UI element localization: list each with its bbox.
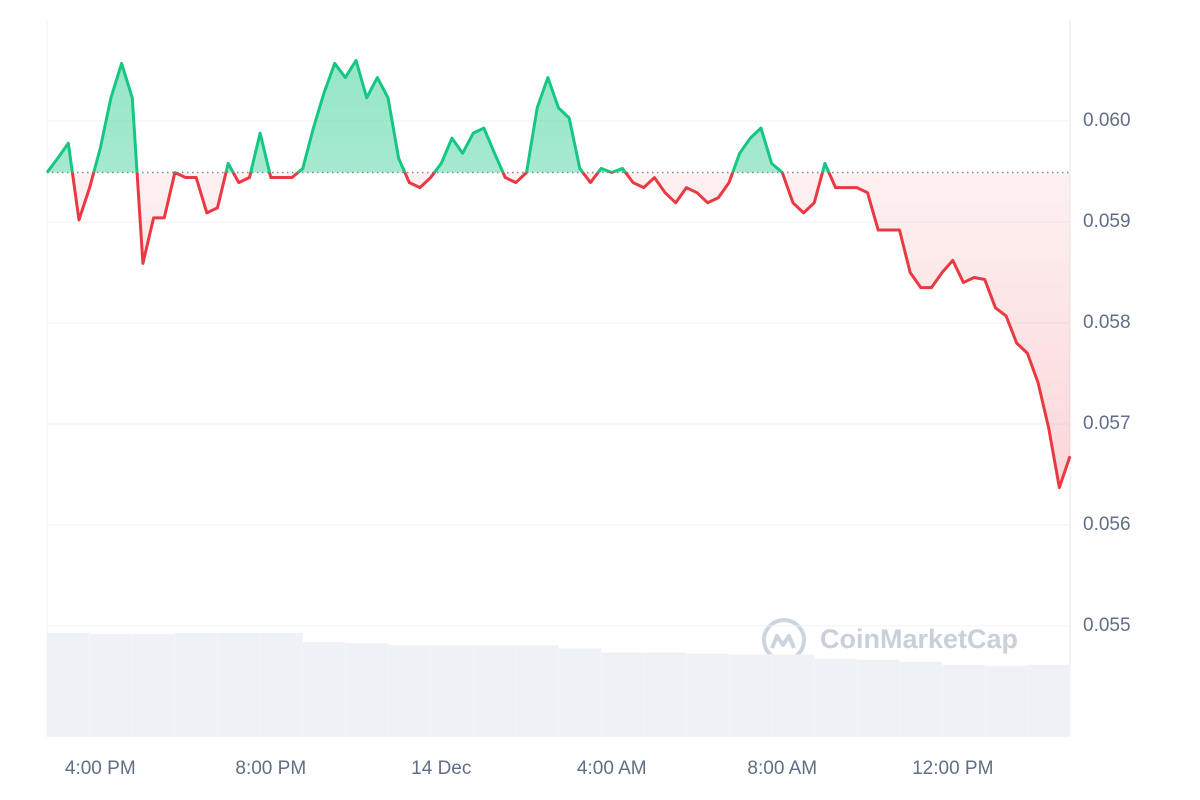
y-tick-label: 0.058	[1083, 312, 1131, 333]
price-line-up	[45, 58, 831, 173]
y-tick-label: 0.059	[1083, 211, 1131, 232]
volume-bar	[217, 632, 261, 738]
volume-bar	[89, 633, 133, 738]
volume-bar	[132, 633, 176, 738]
volume-bar	[643, 652, 687, 738]
x-tick-label: 8:00 PM	[235, 758, 306, 779]
volume-bar	[345, 643, 389, 738]
volume-bar	[600, 652, 644, 738]
volume-bar	[686, 653, 730, 738]
area-up	[47, 60, 829, 173]
volume-bar	[899, 661, 943, 738]
volume-bar	[174, 632, 218, 738]
y-tick-label: 0.056	[1083, 514, 1131, 535]
x-tick-label: 4:00 PM	[65, 758, 136, 779]
volume-bar	[941, 664, 985, 738]
x-tick-label: 14 Dec	[411, 758, 471, 779]
y-tick-label: 0.055	[1083, 615, 1131, 636]
volume-bar	[771, 654, 815, 738]
volume-bar	[558, 648, 602, 738]
volume-bar	[430, 645, 474, 738]
volume-bar	[814, 658, 858, 738]
volume-bar	[473, 645, 517, 738]
volume-bar	[46, 632, 90, 738]
x-tick-label: 12:00 PM	[912, 758, 993, 779]
volume-bar	[515, 645, 559, 738]
y-tick-label: 0.057	[1083, 413, 1131, 434]
volume-bar	[387, 645, 431, 738]
price-line-down	[46, 172, 1072, 490]
x-tick-label: 8:00 AM	[747, 758, 817, 779]
watermark: CoinMarketCap	[820, 624, 1018, 654]
area-down	[47, 172, 1070, 488]
volume-bar	[302, 642, 346, 738]
x-tick-label: 4:00 AM	[577, 758, 647, 779]
volume-bar	[728, 654, 772, 738]
volume-bar	[856, 659, 900, 738]
volume-bar	[1027, 664, 1071, 738]
volume-bar	[259, 632, 303, 738]
y-tick-label: 0.060	[1083, 110, 1131, 131]
volume-bar	[984, 665, 1028, 738]
